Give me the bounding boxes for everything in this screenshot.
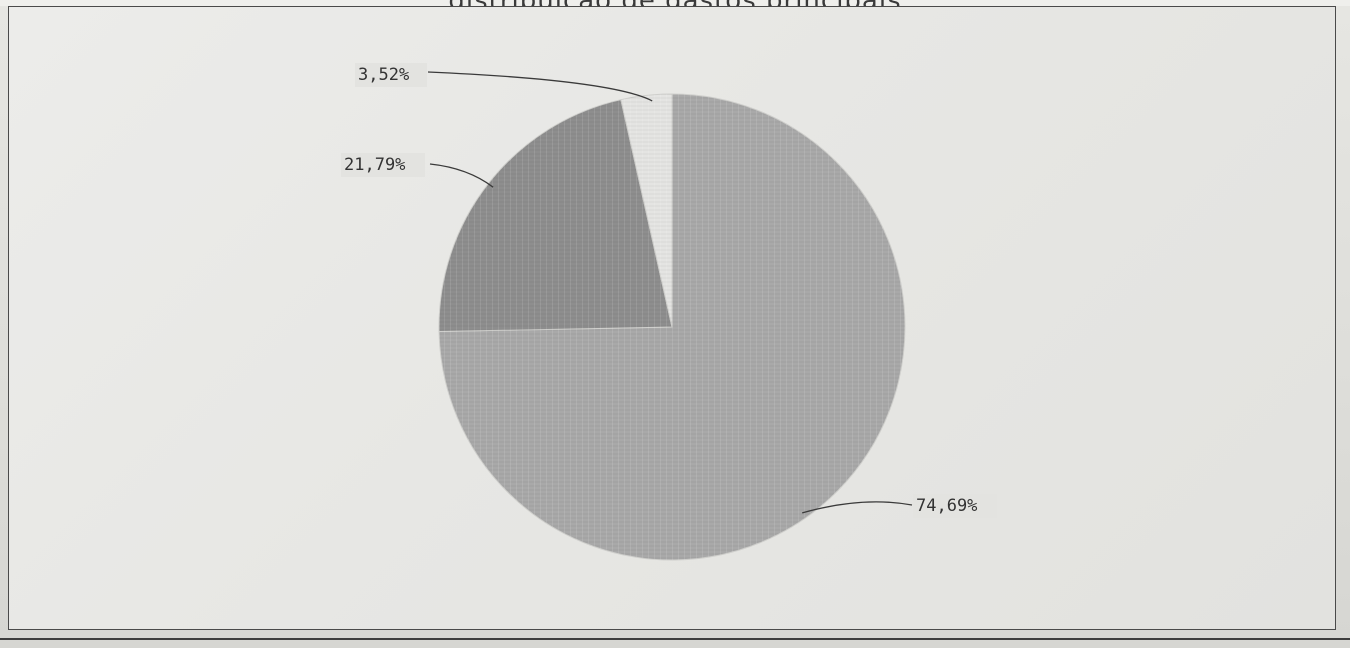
- leader-line-1: [802, 501, 913, 514]
- pie-texture: [438, 94, 905, 560]
- data-label-2: 21,79%: [344, 155, 405, 175]
- data-label-bg-1: [913, 494, 997, 518]
- pie-leader-lines: [427, 71, 913, 514]
- pie-slice-texture-rows-3: [620, 94, 672, 327]
- bottom-rule: [0, 638, 1350, 640]
- pie-data-labels: 74,69% 21,79% 3,52%: [341, 63, 997, 518]
- top-strip: [0, 0, 1350, 6]
- pie-slice-texture-rows-2: [438, 99, 672, 332]
- data-label-3: 3,52%: [358, 65, 409, 85]
- leader-line-2: [429, 163, 494, 188]
- leader-line-3: [427, 71, 653, 102]
- data-label-bg-2: [341, 153, 425, 177]
- pie-slice-texture-rows-1: [439, 94, 905, 560]
- data-label-bg-3: [355, 63, 427, 87]
- data-label-1: 74,69%: [916, 496, 977, 516]
